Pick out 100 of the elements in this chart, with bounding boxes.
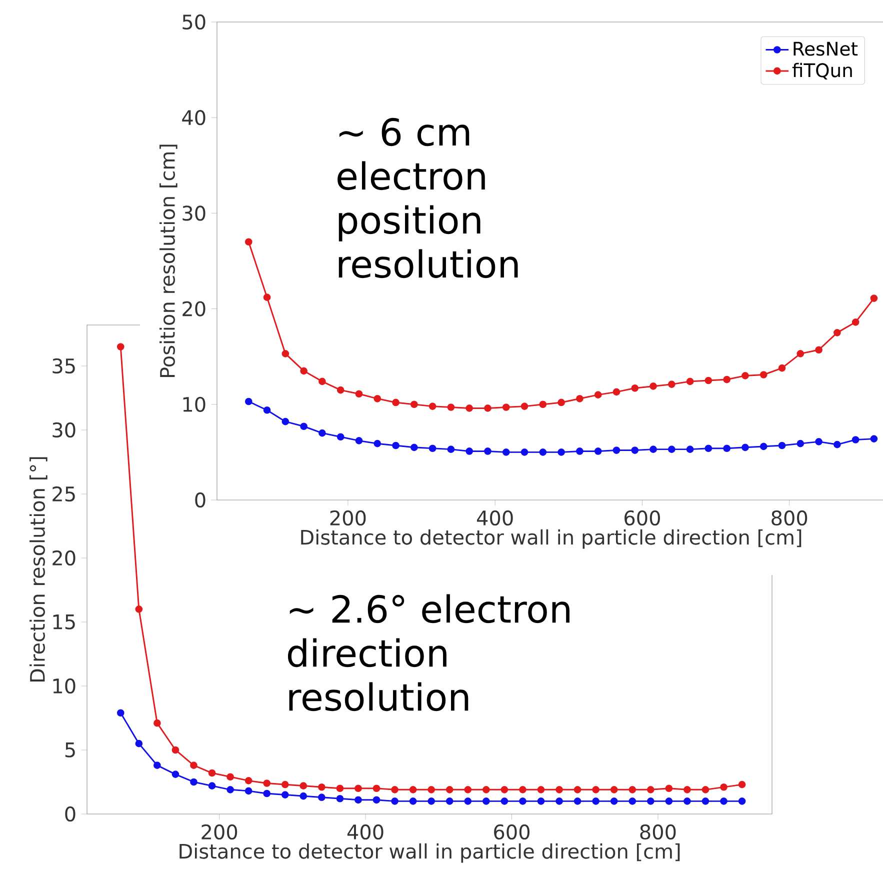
y-tick-label: 20 [52, 550, 76, 566]
point [318, 783, 326, 791]
point [374, 394, 382, 402]
point [628, 786, 636, 794]
point [576, 394, 584, 402]
point [484, 404, 492, 412]
point [742, 372, 749, 380]
annotation: ~ 6 cm electron position resolution [338, 118, 518, 278]
point [646, 798, 654, 805]
point [720, 798, 728, 805]
point [354, 784, 362, 792]
point [244, 398, 252, 406]
point [556, 798, 563, 805]
point [796, 350, 804, 358]
point [428, 402, 436, 410]
point [466, 448, 474, 455]
point [372, 796, 380, 804]
y-tick-label: 20 [182, 301, 206, 316]
point [336, 386, 344, 394]
point [318, 429, 326, 437]
point [519, 798, 526, 805]
point [574, 786, 582, 794]
point [539, 400, 547, 408]
point [208, 769, 216, 777]
point [484, 448, 492, 455]
y-axis-title: Position resolution [cm] [160, 144, 178, 377]
y-tick-label: 0 [65, 806, 76, 822]
point [702, 798, 710, 805]
y-tick-label: 40 [182, 110, 206, 126]
point [760, 371, 768, 378]
point [834, 440, 841, 448]
y-tick-label: 0 [195, 492, 206, 508]
point [300, 782, 308, 790]
point [612, 388, 620, 396]
point [482, 786, 490, 794]
point [300, 367, 308, 375]
point [466, 404, 474, 412]
point [172, 770, 180, 778]
point [226, 786, 234, 794]
point [631, 384, 639, 392]
x-tick-label: 400 [347, 824, 384, 840]
point [558, 398, 565, 406]
point [318, 794, 326, 802]
point [447, 446, 455, 453]
point [738, 798, 746, 805]
point [244, 777, 252, 784]
point [628, 798, 636, 805]
point [852, 436, 860, 444]
point [354, 796, 362, 804]
y-tick-label: 10 [183, 396, 206, 412]
point [226, 773, 234, 781]
point [244, 238, 252, 246]
y-tick-label: 30 [182, 206, 206, 221]
x-tick-label: 800 [772, 510, 808, 526]
y-axis-title: Direction resolution [°] [30, 457, 48, 682]
y-tick-label: 30 [52, 422, 76, 438]
point [742, 444, 749, 452]
point [815, 346, 822, 354]
point [520, 448, 528, 456]
point [392, 442, 400, 450]
point [665, 798, 673, 805]
point [372, 784, 380, 792]
point [574, 798, 582, 805]
x-tick-label: 800 [640, 824, 676, 840]
point [723, 444, 730, 452]
point [300, 792, 308, 800]
point [778, 442, 786, 450]
point [815, 438, 822, 446]
point [190, 762, 198, 770]
point [668, 446, 676, 453]
point [592, 798, 600, 805]
point [428, 798, 435, 805]
point [702, 786, 710, 794]
point [686, 378, 694, 386]
point [391, 798, 398, 805]
point [870, 435, 878, 442]
x-tick-label: 200 [330, 510, 366, 526]
point [135, 740, 143, 748]
point [594, 391, 602, 398]
point [409, 798, 417, 805]
point [502, 404, 510, 411]
point [282, 350, 290, 358]
y-tick-label: 35 [52, 358, 75, 374]
point [428, 786, 435, 794]
point [447, 404, 455, 411]
point [263, 790, 271, 798]
point [154, 762, 161, 770]
x-tick-label: 400 [476, 510, 513, 526]
point [464, 798, 472, 805]
point [556, 786, 563, 794]
y-tick-label: 50 [182, 14, 206, 30]
point [336, 433, 344, 441]
point [704, 444, 712, 452]
point [410, 400, 418, 408]
point [594, 448, 602, 455]
point [665, 784, 673, 792]
point [684, 786, 691, 794]
point [610, 786, 618, 794]
point [392, 398, 400, 406]
point [464, 786, 472, 794]
